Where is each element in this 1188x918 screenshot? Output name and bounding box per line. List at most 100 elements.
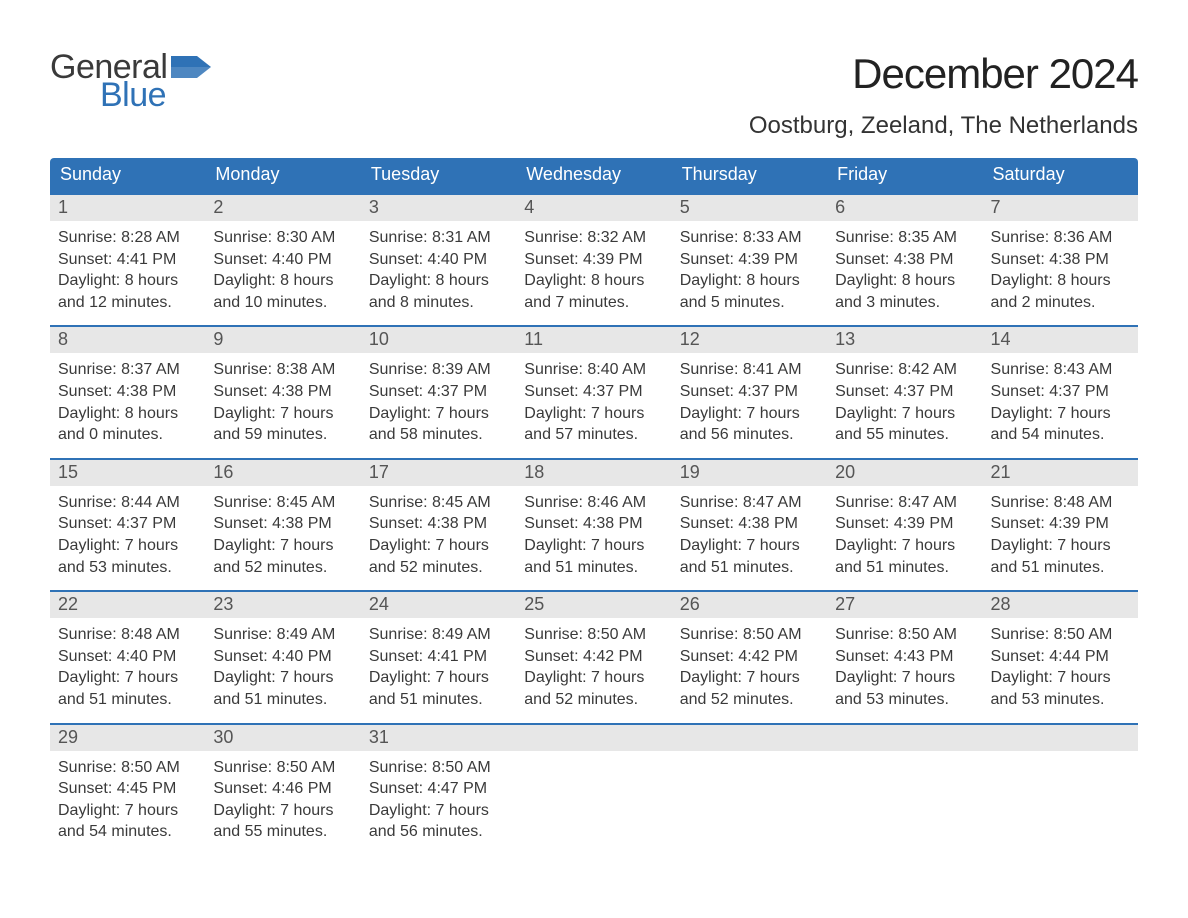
day-number: 29 [50,725,205,751]
day-number [983,725,1138,751]
day-number: 19 [672,460,827,486]
daylight-text-1: Daylight: 7 hours [991,403,1130,425]
day-number: 4 [516,195,671,221]
sunset-text: Sunset: 4:37 PM [680,381,819,403]
daylight-text-1: Daylight: 7 hours [524,667,663,689]
day-number [672,725,827,751]
daylight-text-2: and 51 minutes. [369,689,508,711]
day-number: 16 [205,460,360,486]
sunrise-text: Sunrise: 8:44 AM [58,492,197,514]
daylight-text-1: Daylight: 8 hours [58,270,197,292]
sunset-text: Sunset: 4:40 PM [369,249,508,271]
day-number: 21 [983,460,1138,486]
sunrise-text: Sunrise: 8:50 AM [58,757,197,779]
day-cell: Sunrise: 8:43 AMSunset: 4:37 PMDaylight:… [983,353,1138,457]
sunrise-text: Sunrise: 8:45 AM [213,492,352,514]
dow-friday: Friday [827,158,982,193]
day-cell: Sunrise: 8:50 AMSunset: 4:43 PMDaylight:… [827,618,982,722]
day-body-row: Sunrise: 8:28 AMSunset: 4:41 PMDaylight:… [50,221,1138,325]
daylight-text-1: Daylight: 7 hours [680,535,819,557]
daylight-text-2: and 5 minutes. [680,292,819,314]
sunrise-text: Sunrise: 8:49 AM [213,624,352,646]
day-cell: Sunrise: 8:50 AMSunset: 4:42 PMDaylight:… [516,618,671,722]
sunset-text: Sunset: 4:43 PM [835,646,974,668]
day-number: 5 [672,195,827,221]
daylight-text-1: Daylight: 7 hours [991,535,1130,557]
day-cell [672,751,827,855]
sunrise-text: Sunrise: 8:41 AM [680,359,819,381]
day-body-row: Sunrise: 8:48 AMSunset: 4:40 PMDaylight:… [50,618,1138,722]
sunrise-text: Sunrise: 8:50 AM [524,624,663,646]
sunset-text: Sunset: 4:40 PM [58,646,197,668]
sunset-text: Sunset: 4:39 PM [680,249,819,271]
sunrise-text: Sunrise: 8:45 AM [369,492,508,514]
day-number [827,725,982,751]
daylight-text-2: and 54 minutes. [991,424,1130,446]
day-number: 1 [50,195,205,221]
day-cell: Sunrise: 8:45 AMSunset: 4:38 PMDaylight:… [205,486,360,590]
sunset-text: Sunset: 4:38 PM [835,249,974,271]
daylight-text-1: Daylight: 7 hours [680,403,819,425]
sunrise-text: Sunrise: 8:50 AM [369,757,508,779]
logo-word-blue: Blue [100,78,211,112]
sunrise-text: Sunrise: 8:40 AM [524,359,663,381]
daylight-text-2: and 55 minutes. [835,424,974,446]
daylight-text-2: and 10 minutes. [213,292,352,314]
daylight-text-1: Daylight: 7 hours [213,535,352,557]
day-cell: Sunrise: 8:49 AMSunset: 4:40 PMDaylight:… [205,618,360,722]
daylight-text-2: and 12 minutes. [58,292,197,314]
dow-saturday: Saturday [983,158,1138,193]
day-number: 9 [205,327,360,353]
daylight-text-2: and 54 minutes. [58,821,197,843]
daylight-text-2: and 51 minutes. [991,557,1130,579]
daylight-text-1: Daylight: 7 hours [524,403,663,425]
day-number: 31 [361,725,516,751]
sunset-text: Sunset: 4:41 PM [58,249,197,271]
daylight-text-1: Daylight: 7 hours [835,667,974,689]
sunset-text: Sunset: 4:37 PM [835,381,974,403]
sunset-text: Sunset: 4:37 PM [369,381,508,403]
day-number: 14 [983,327,1138,353]
sunset-text: Sunset: 4:40 PM [213,249,352,271]
day-cell: Sunrise: 8:30 AMSunset: 4:40 PMDaylight:… [205,221,360,325]
daylight-text-2: and 2 minutes. [991,292,1130,314]
day-number: 27 [827,592,982,618]
sunrise-text: Sunrise: 8:30 AM [213,227,352,249]
day-cell: Sunrise: 8:38 AMSunset: 4:38 PMDaylight:… [205,353,360,457]
daylight-text-1: Daylight: 7 hours [213,667,352,689]
daylight-text-2: and 3 minutes. [835,292,974,314]
day-cell: Sunrise: 8:35 AMSunset: 4:38 PMDaylight:… [827,221,982,325]
day-cell: Sunrise: 8:50 AMSunset: 4:45 PMDaylight:… [50,751,205,855]
daylight-text-2: and 51 minutes. [58,689,197,711]
sunrise-text: Sunrise: 8:43 AM [991,359,1130,381]
daylight-text-2: and 0 minutes. [58,424,197,446]
day-cell: Sunrise: 8:47 AMSunset: 4:39 PMDaylight:… [827,486,982,590]
day-number: 7 [983,195,1138,221]
day-number-row: 15161718192021 [50,460,1138,486]
calendar-week: 293031Sunrise: 8:50 AMSunset: 4:45 PMDay… [50,723,1138,855]
day-cell: Sunrise: 8:40 AMSunset: 4:37 PMDaylight:… [516,353,671,457]
day-number: 30 [205,725,360,751]
day-cell: Sunrise: 8:44 AMSunset: 4:37 PMDaylight:… [50,486,205,590]
sunset-text: Sunset: 4:39 PM [835,513,974,535]
sunrise-text: Sunrise: 8:31 AM [369,227,508,249]
day-cell: Sunrise: 8:50 AMSunset: 4:42 PMDaylight:… [672,618,827,722]
daylight-text-1: Daylight: 7 hours [58,667,197,689]
day-number: 15 [50,460,205,486]
daylight-text-2: and 53 minutes. [991,689,1130,711]
daylight-text-1: Daylight: 7 hours [213,800,352,822]
day-cell [983,751,1138,855]
sunrise-text: Sunrise: 8:32 AM [524,227,663,249]
day-number-row: 293031 [50,725,1138,751]
day-cell: Sunrise: 8:45 AMSunset: 4:38 PMDaylight:… [361,486,516,590]
day-number: 8 [50,327,205,353]
day-cell: Sunrise: 8:49 AMSunset: 4:41 PMDaylight:… [361,618,516,722]
daylight-text-2: and 58 minutes. [369,424,508,446]
daylight-text-2: and 53 minutes. [58,557,197,579]
daylight-text-1: Daylight: 7 hours [58,535,197,557]
sunrise-text: Sunrise: 8:50 AM [680,624,819,646]
daylight-text-1: Daylight: 7 hours [369,800,508,822]
sunset-text: Sunset: 4:37 PM [58,513,197,535]
day-number: 28 [983,592,1138,618]
daylight-text-1: Daylight: 7 hours [369,535,508,557]
